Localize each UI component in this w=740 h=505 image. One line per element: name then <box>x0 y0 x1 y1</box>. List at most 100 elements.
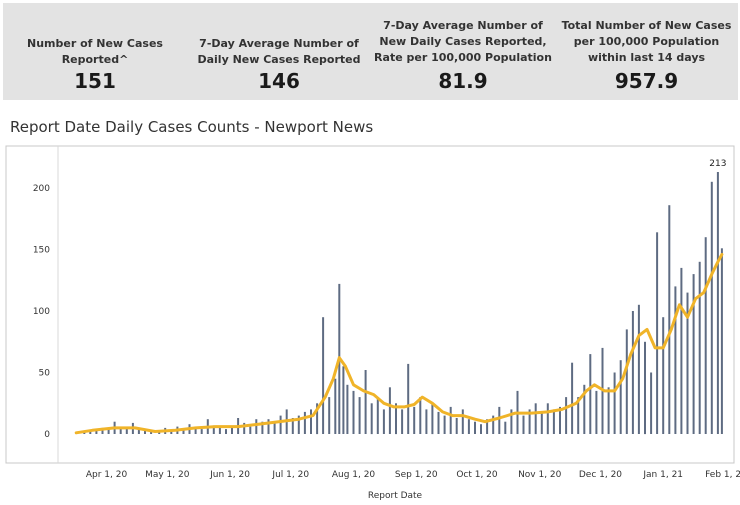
daily-cases-bar <box>720 248 723 434</box>
daily-cases-bar <box>595 390 598 434</box>
y-tick-label: 200 <box>33 184 50 194</box>
x-tick-label: Jul 1, 20 <box>271 470 309 480</box>
daily-cases-bar <box>710 181 713 434</box>
peak-annotation: 213 <box>709 159 726 169</box>
daily-cases-bar <box>279 415 282 434</box>
x-tick-label: Aug 1, 20 <box>332 470 376 480</box>
daily-cases-bar <box>291 418 294 434</box>
daily-cases-bar <box>650 372 653 434</box>
kpi-new-cases: Number of New Cases Reported^ 151 <box>3 3 187 100</box>
daily-cases-bar <box>376 397 379 434</box>
daily-cases-bar <box>194 427 197 434</box>
daily-cases-bar <box>577 397 580 434</box>
daily-cases-bar <box>510 409 513 434</box>
daily-cases-bar <box>255 419 258 434</box>
daily-cases-bar <box>467 419 470 434</box>
daily-cases-bar <box>225 429 227 434</box>
daily-cases-bar <box>382 409 385 434</box>
daily-cases-bar <box>328 397 331 434</box>
daily-cases-bar <box>668 205 671 434</box>
kpi-label-line: Total Number of New Cases <box>561 19 732 32</box>
kpi-label-line: 7-Day Average Number of <box>199 37 359 50</box>
daily-cases-bar <box>249 426 252 434</box>
daily-cases-bar <box>571 362 574 434</box>
x-tick-label: Nov 1, 20 <box>518 470 562 480</box>
daily-cases-chart: 0 50 100 150 200 Apr 1, 20 May 1, 20 Jun 1, 20… <box>5 145 740 501</box>
daily-cases-bar <box>243 422 246 434</box>
daily-cases-bar <box>674 286 677 434</box>
x-tick-label: Dec 1, 20 <box>579 470 622 480</box>
daily-cases-bar <box>322 317 325 434</box>
x-tick-label: Feb 1, 21 <box>705 470 740 480</box>
seven-day-average-line <box>74 252 724 435</box>
x-tick-label: May 1, 20 <box>145 470 190 480</box>
daily-cases-bar <box>443 415 446 434</box>
daily-cases-bar <box>431 403 434 435</box>
kpi-band: Number of New Cases Reported^ 151 7-Day … <box>3 3 738 100</box>
daily-cases-bar <box>534 403 537 435</box>
daily-cases-bar <box>692 274 695 434</box>
daily-cases-bar <box>546 403 549 435</box>
x-tick-label: Jun 1, 20 <box>209 470 250 480</box>
daily-cases-bar <box>698 261 701 434</box>
x-tick-label: Sep 1, 20 <box>395 470 438 480</box>
daily-cases-bar <box>395 403 397 435</box>
daily-cases-bar <box>474 421 476 434</box>
daily-cases-bar <box>589 354 592 434</box>
daily-cases-bar <box>528 409 531 434</box>
kpi-label-line: within last 14 days <box>587 51 706 64</box>
kpi-label-line: Number of New Cases <box>27 37 163 50</box>
chart-title: Report Date Daily Cases Counts - Newport… <box>10 118 374 136</box>
daily-cases-bar <box>125 427 128 434</box>
daily-cases-bar <box>455 418 458 434</box>
daily-cases-bar <box>401 409 404 434</box>
y-tick-label: 0 <box>44 430 50 440</box>
daily-cases-bar <box>364 370 367 434</box>
daily-cases-bar <box>297 415 300 434</box>
daily-cases-bar <box>504 421 507 434</box>
kpi-7day-avg: 7-Day Average Number of Daily New Cases … <box>187 3 371 100</box>
daily-cases-bar <box>352 390 355 434</box>
daily-cases-bar <box>716 172 719 434</box>
daily-cases-bar <box>346 384 349 434</box>
daily-cases-bar <box>89 431 92 434</box>
daily-cases-bar <box>492 415 495 434</box>
daily-cases-bar <box>583 384 586 434</box>
daily-cases-bar <box>170 430 173 434</box>
kpi-value: 151 <box>74 69 116 93</box>
daily-cases-bar <box>613 372 616 434</box>
daily-cases-bar <box>607 387 610 434</box>
daily-cases-bar <box>119 426 122 434</box>
plot-frame <box>5 145 735 464</box>
daily-cases-bar <box>342 366 345 434</box>
daily-cases-bar <box>310 409 312 434</box>
daily-cases-bar <box>486 419 489 434</box>
daily-cases-bar <box>95 430 98 434</box>
x-tick-label: Oct 1, 20 <box>456 470 498 480</box>
daily-cases-bar <box>449 406 452 434</box>
y-tick-label: 150 <box>33 246 50 256</box>
kpi-value: 957.9 <box>614 69 679 93</box>
daily-cases-bar <box>656 232 659 434</box>
daily-cases-bar <box>413 406 416 434</box>
daily-cases-bar <box>107 429 110 434</box>
daily-cases-bar <box>704 237 707 434</box>
daily-cases-bar <box>334 378 337 434</box>
bar-series <box>75 172 723 435</box>
daily-cases-bar <box>540 411 543 434</box>
daily-cases-bar <box>565 397 568 434</box>
daily-cases-bar <box>631 311 634 434</box>
daily-cases-bar <box>218 427 221 434</box>
kpi-label-line: Reported^ <box>61 53 129 66</box>
daily-cases-bar <box>101 427 104 434</box>
daily-cases-bar <box>425 409 428 434</box>
kpi-7day-rate: 7-Day Average Number of New Daily Cases … <box>371 3 555 100</box>
y-tick-label: 50 <box>39 369 51 379</box>
daily-cases-bar <box>644 341 646 435</box>
daily-cases-bar <box>137 429 140 434</box>
daily-cases-bar <box>522 415 525 434</box>
daily-cases-bar <box>461 409 464 434</box>
daily-cases-bar <box>407 363 410 434</box>
daily-cases-bar <box>662 317 665 434</box>
daily-cases-bar <box>619 360 622 434</box>
